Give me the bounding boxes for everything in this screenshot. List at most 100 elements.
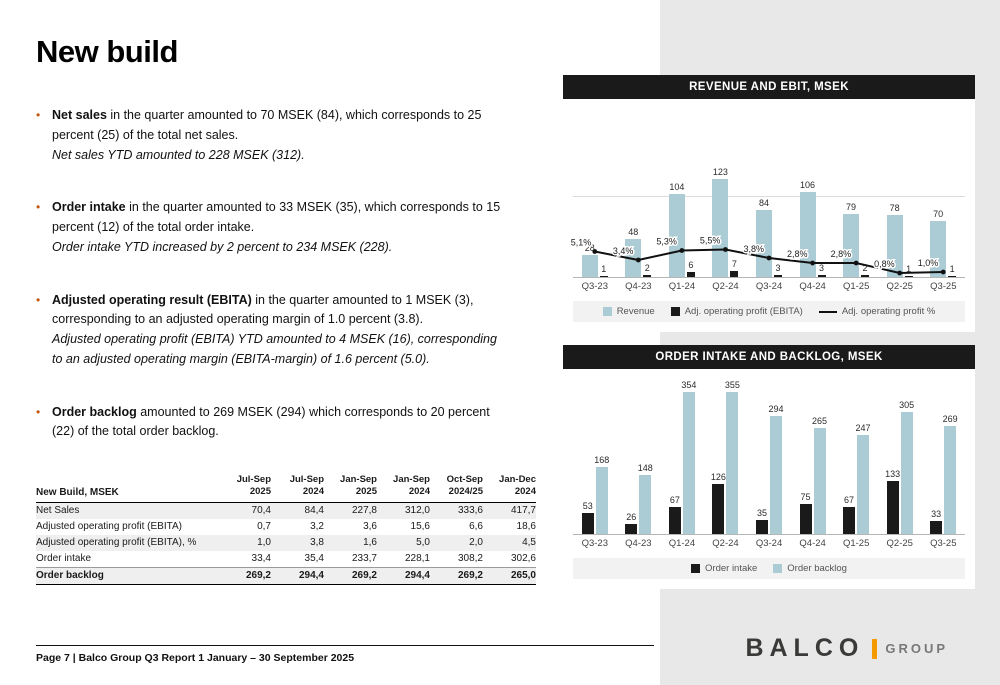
order-intake-backlog-chart: ORDER INTAKE AND BACKLOG, MSEK 53 168 26 148…	[563, 345, 975, 589]
table-row: Order backlog 269,2 294,4 269,2 294,4 269,2 26…	[36, 566, 536, 585]
logo-balco-text: BALCO	[745, 634, 865, 662]
order-intake-bar: 67	[668, 495, 681, 534]
bar-value-label: 265	[811, 416, 828, 426]
bar-value-label: 67	[669, 495, 680, 506]
bullet-lead: Order intake	[52, 200, 126, 215]
row-value: 227,8	[351, 505, 377, 517]
bar-value-label: 78	[889, 202, 900, 213]
table-column-header: Jan-Dec 2024	[483, 472, 536, 503]
bar-group: 75 265	[799, 416, 827, 534]
order-intake-bar: 35	[755, 508, 768, 534]
new-build-table: New Build, MSEK Jul-Sep 2025 Jul-Sep 2024 Jan…	[36, 472, 536, 585]
category-label: Q4-23	[625, 538, 652, 549]
row-label: Order intake	[36, 553, 92, 565]
logo-group-text: GROUP	[885, 641, 948, 656]
row-value: 5,0	[416, 537, 430, 549]
revenue-bar: 104	[668, 182, 685, 277]
category-label: Q4-23	[625, 281, 652, 292]
bullet-rest: amounted to 269 MSEK (294) which corresp…	[52, 404, 490, 439]
category-label: Q1-24	[668, 538, 696, 549]
order-backlog-bar: 247	[856, 423, 871, 534]
chart-title: REVENUE AND EBIT, MSEK	[563, 75, 975, 99]
bar-value-label: 3	[818, 262, 825, 273]
bar-value-label: 6	[688, 260, 694, 271]
adj-operating-profit-ebita-bar: 7	[730, 259, 739, 277]
table-body: Net Sales 70,4 84,4 227,8 312,0 333,6 417,7 Adj…	[36, 502, 536, 585]
adj-operating-profit-ebita-bar: 1	[599, 264, 608, 277]
table-row: Adjusted operating profit (EBITA) 0,7 3,2 3…	[36, 519, 536, 535]
legend-item: Order backlog	[773, 563, 847, 574]
bar-group: 67 354	[668, 380, 696, 534]
row-value: 3,8	[310, 537, 324, 549]
order-intake-bar: 126	[711, 472, 726, 534]
bar-value-label: 67	[844, 495, 855, 506]
row-value: 84,4	[304, 505, 324, 517]
bar-value-label: 7	[731, 259, 737, 270]
line-percent-label: 2,8%	[787, 249, 808, 259]
category-label: Q1-25	[842, 281, 870, 292]
category-label: Q4-24	[799, 281, 826, 292]
category-label: Q1-25	[842, 538, 870, 549]
adj-operating-profit-ebita-bar: 1	[948, 264, 957, 277]
revenue-bar: 70	[930, 209, 947, 277]
bar-value-label: 104	[669, 181, 685, 192]
row-value: 269,2	[430, 566, 483, 585]
bullet-rest: in the quarter amounted to 33 MSEK (35),…	[52, 200, 501, 234]
order-intake-bar: 133	[885, 469, 900, 534]
bar-value-label: 28	[584, 242, 595, 253]
column-header-line1: Jan-Sep	[340, 474, 377, 485]
bar-group: 78 1	[886, 203, 913, 277]
row-value: 1,0	[257, 537, 271, 549]
revenue-bar: 106	[799, 180, 816, 277]
legend-item: Order intake	[691, 563, 757, 574]
column-header-line1: Jul-Sep	[236, 474, 271, 485]
revenue-ebit-chart: REVENUE AND EBIT, MSEK 28 1 48 2 104 6 123 7 84 3 1…	[563, 75, 975, 332]
row-label: Adjusted operating profit (EBITA)	[36, 521, 182, 533]
bar-value-label: 148	[637, 462, 653, 473]
row-value: 70,4	[251, 505, 271, 517]
bar-value-label: 3	[775, 262, 781, 273]
table-header: New Build, MSEK Jul-Sep 2025 Jul-Sep 2024 Jan…	[36, 472, 536, 503]
column-header-line2: 2024/25	[448, 485, 483, 497]
bar-value-label: 26	[626, 511, 637, 522]
bullet-icon: •	[36, 108, 41, 122]
order-backlog-bar: 354	[681, 380, 696, 534]
row-value: 33,4	[251, 553, 271, 565]
bar-value-label: 70	[933, 209, 944, 219]
adj-operating-profit-ebita-bar: 1	[904, 264, 913, 277]
revenue-bar: 28	[581, 243, 598, 277]
line-percent-label: 3,8%	[743, 244, 764, 254]
bullet-lead: Adjusted operating result (EBITA)	[52, 292, 252, 307]
row-value: 294,4	[377, 566, 430, 585]
row-value: 0,7	[257, 521, 271, 533]
chart-title: ORDER INTAKE AND BACKLOG, MSEK	[563, 345, 975, 369]
bar-value-label: 123	[712, 166, 728, 177]
bullet-text: Adjusted operating result (EBITA) in the…	[52, 291, 510, 370]
bullet-item: • Net sales in the quarter amounted to 70…	[36, 106, 510, 165]
adj-operating-profit-ebita-bar: 3	[817, 263, 826, 277]
line-marker	[592, 249, 598, 254]
bullet-icon: •	[36, 404, 41, 419]
bar-group: 123 7	[712, 167, 739, 277]
bullet-rest: in the quarter amounted to 70 MSEK (84),…	[52, 108, 482, 142]
category-label: Q3-24	[755, 281, 783, 292]
page-title: New build	[36, 34, 178, 69]
legend-item: Adj. operating profit (EBITA)	[670, 306, 803, 317]
bullet-icon: •	[36, 200, 41, 215]
column-header-line1: Jan-Sep	[393, 474, 430, 485]
line-percent-label: 5,5%	[700, 236, 721, 246]
order-backlog-bar: 305	[899, 400, 914, 534]
bar-group: 126 355	[711, 380, 740, 534]
bullet-item: • Order intake in the quarter amounted to…	[36, 198, 510, 257]
row-value: 6,6	[469, 521, 483, 533]
legend-label: Order backlog	[787, 563, 847, 574]
line-marker	[766, 255, 772, 261]
legend-item: Revenue	[602, 306, 655, 317]
revenue-bar: 48	[625, 227, 642, 277]
adj-operating-profit-ebita-bar: 6	[686, 260, 695, 277]
column-header-line2: 2024	[514, 485, 536, 497]
row-value: 333,6	[457, 505, 483, 517]
bar-value-label: 168	[594, 454, 610, 465]
bullet-text: Net sales in the quarter amounted to 70 …	[52, 106, 510, 165]
category-label: Q2-25	[886, 538, 913, 549]
